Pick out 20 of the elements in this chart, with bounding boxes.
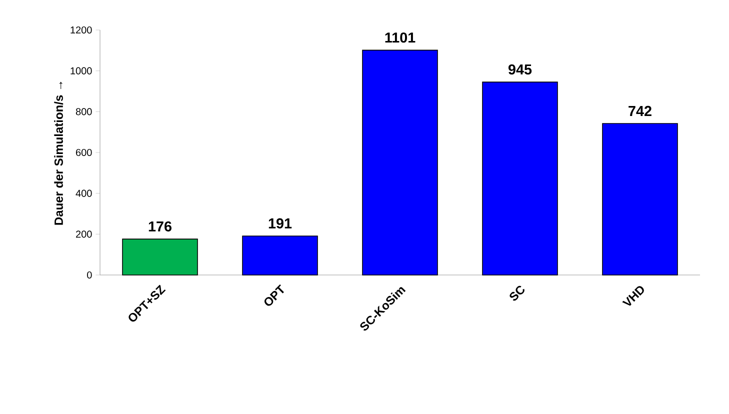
data-label: 945 — [508, 64, 532, 75]
y-tick-label: 200 — [76, 230, 92, 238]
bar — [362, 50, 438, 276]
y-tick-label: 0 — [87, 271, 92, 279]
data-label: 1101 — [385, 32, 416, 43]
x-tick-label: VHD — [622, 286, 644, 306]
bar — [482, 82, 558, 276]
y-tick-label: 800 — [76, 108, 92, 116]
y-tick-label: 400 — [76, 190, 92, 197]
bar — [602, 123, 678, 276]
data-label: 742 — [628, 106, 652, 116]
bar — [242, 236, 318, 276]
x-tick-label: SC — [510, 286, 524, 301]
data-label: 176 — [148, 221, 172, 232]
bar — [122, 238, 198, 276]
y-axis-title: Dauer der Simulation/s → — [54, 82, 64, 225]
y-tick-label: 600 — [76, 148, 92, 156]
y-tick-label: 1200 — [70, 26, 92, 34]
data-label: 191 — [268, 218, 292, 228]
y-tick-label: 1000 — [70, 67, 92, 74]
